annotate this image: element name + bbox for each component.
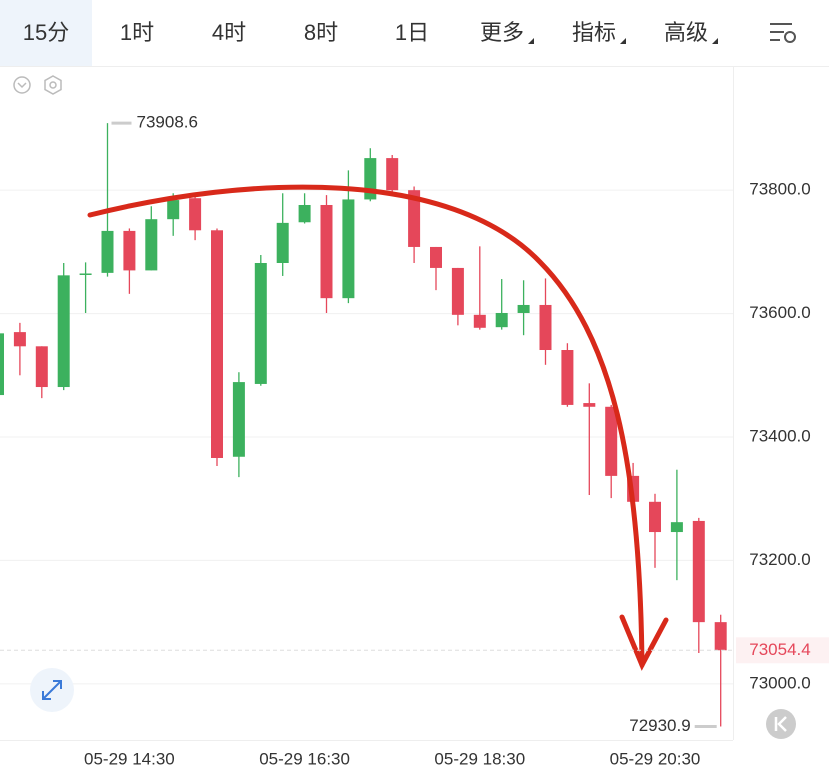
x-tick-label: 05-29 14:30 [84,749,175,768]
timeframe-tab[interactable]: 15分 [23,20,69,45]
timeframe-tab[interactable]: 8时 [304,20,338,45]
candle-body [342,199,355,299]
candle-body [0,333,4,396]
candle-body [495,312,508,328]
timeframe-tab[interactable]: 1日 [395,20,429,45]
candle-body [473,314,486,328]
timeframe-tab[interactable]: 更多 [480,20,524,45]
candle-body [254,262,267,384]
timeframe-tab[interactable]: 指标 [572,20,616,45]
candle-body [101,230,114,273]
dropdown-caret [620,38,626,44]
dropdown-caret [528,38,534,44]
candle-body [145,219,158,271]
plot-area [0,123,733,727]
last-price-bg [736,637,829,664]
candle-body [298,204,311,223]
scroll-latest-button[interactable] [766,709,796,739]
candle-body [211,230,223,458]
candle-body [408,190,421,247]
y-tick-label: 73400.0 [749,426,810,445]
candle-body [539,304,552,351]
timeframe-tab[interactable]: 高级 [664,20,708,45]
candle-body [692,520,705,623]
candle-body [583,403,596,407]
candle-body [167,200,180,220]
candle-body [561,350,574,405]
y-tick-label: 73000.0 [749,673,810,692]
candle-body [13,332,26,347]
x-tick-label: 05-29 18:30 [434,749,525,768]
candle-body [605,406,618,476]
candle-body [276,222,289,263]
candle-body [189,198,202,231]
indicator-icons[interactable] [13,75,62,95]
candle-body [123,230,136,271]
y-tick-label: 73600.0 [749,303,810,322]
x-tick-label: 05-29 20:30 [610,749,701,768]
max-label: 73908.6 [137,113,198,132]
active-tab-bg [0,0,92,66]
candle-body [670,522,683,533]
settings-icon[interactable] [770,23,796,43]
y-tick-label: 73200.0 [749,550,810,569]
expand-button[interactable] [30,668,74,712]
candle-body [430,246,442,268]
dropdown-caret [712,38,718,44]
candle-body [386,158,399,191]
candle-body [79,273,92,275]
timeframe-tab[interactable]: 1时 [120,20,154,45]
candle-body [451,267,464,315]
candle-body [320,204,333,299]
last-price-label: 73054.4 [749,640,810,659]
candle-body [714,622,727,651]
candle-body [517,304,530,313]
candle-body [57,275,70,388]
trend-arrow [87,184,669,671]
min-label: 72930.9 [629,716,690,735]
candle-body [649,501,661,533]
candle-body [232,382,245,457]
y-tick-label: 73800.0 [749,180,810,199]
candle-body [35,346,48,388]
x-tick-label: 05-29 16:30 [259,749,350,768]
timeframe-tab[interactable]: 4时 [212,20,246,45]
